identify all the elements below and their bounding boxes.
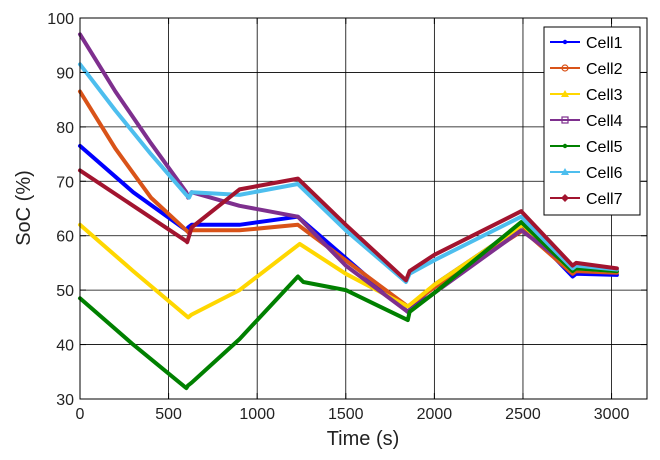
legend-marker-cell3 [561,90,569,97]
legend-marker-cell1 [562,39,568,45]
x-tick-label: 500 [155,406,182,423]
series-line-cell2 [78,89,619,309]
series-line-cell5 [78,220,619,391]
plot-frame [79,17,648,400]
legend-label-cell7: Cell7 [586,191,623,208]
legend: Cell1 Cell2 Cell3 Cell4 Cell5 Cell6 Cell7 [543,26,641,216]
y-tick-label: 40 [56,338,74,355]
legend-label-cell2: Cell2 [586,61,623,78]
legend-label-cell4: Cell4 [586,113,623,130]
y-tick-label: 90 [56,65,74,82]
legend-label-cell3: Cell3 [586,87,623,104]
x-tick-label: 0 [76,406,85,423]
legend-marker-cell2 [561,64,569,72]
legend-label-cell1: Cell1 [586,35,623,52]
y-tick-label: 30 [56,392,74,409]
y-tick-label: 80 [56,120,74,137]
y-tick-label: 70 [56,174,74,191]
legend-marker-cell7 [561,194,569,202]
x-axis-label: Time (s) [327,428,400,450]
x-tick-label: 1000 [239,406,275,423]
legend-label-cell5: Cell5 [586,139,623,156]
series-line-cell7 [78,168,619,283]
series-layer [78,32,619,391]
y-tick-label: 50 [56,283,74,300]
series-line-cell6 [78,62,619,284]
x-tick-label: 2000 [417,406,453,423]
y-axis-label: SoC (%) [13,170,35,246]
legend-marker-cell5 [562,143,568,149]
axis-ticks: 0 500 1000 1500 2000 2500 3000 30 40 50 60 70 80 90 10… [47,11,647,423]
x-tick-label: 2500 [505,406,541,423]
x-tick-label: 1500 [328,406,364,423]
y-tick-label: 60 [56,229,74,246]
legend-label-cell6: Cell6 [586,165,623,182]
x-tick-label: 3000 [594,406,630,423]
y-tick-label: 100 [47,11,74,28]
legend-marker-cell4 [561,116,569,124]
legend-marker-cell6 [561,168,569,175]
